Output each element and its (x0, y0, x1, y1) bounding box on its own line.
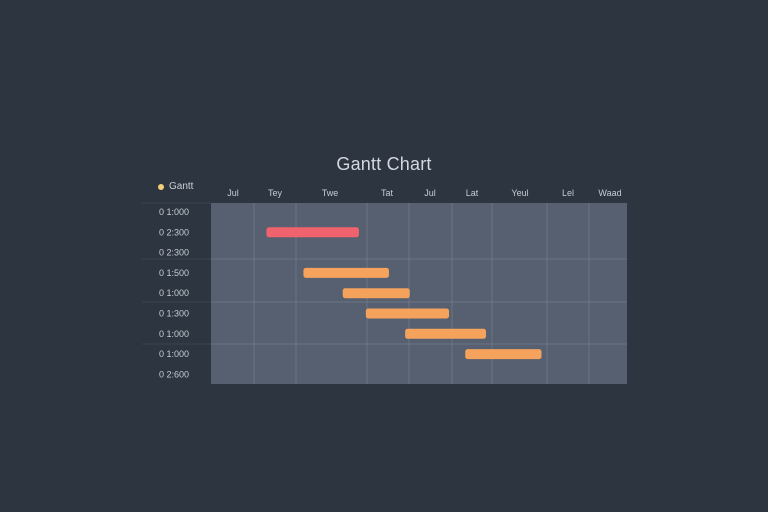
x-tick-label-8: Waad (598, 188, 621, 198)
row-label-4: 0 1:000 (159, 288, 189, 298)
row-label-1: 0 2:300 (159, 227, 189, 237)
x-tick-label-7: Lel (562, 188, 574, 198)
x-axis-ticks: Jul Tey Twe Tat Jul Lat Yeul Lel Waad (227, 188, 621, 198)
task-bar-2 (342, 288, 410, 299)
legend: Gantt (158, 181, 193, 192)
task-bar-3 (365, 308, 450, 319)
task-bar-5 (465, 349, 542, 360)
x-tick-label-2: Twe (322, 188, 339, 198)
legend-swatch (158, 183, 164, 190)
row-label-3: 0 1:500 (159, 268, 189, 278)
x-tick-label-4: Jul (424, 188, 436, 198)
row-label-2: 0 2:300 (159, 248, 189, 258)
row-label-5: 0 1:300 (159, 309, 189, 319)
x-tick-label-3: Tat (381, 188, 394, 198)
row-label-6: 0 1:000 (159, 329, 189, 339)
row-label-0: 0 1:000 (159, 207, 189, 217)
x-tick-label-5: Lat (466, 188, 479, 198)
row-labels: 0 1:000 0 2:300 0 2:300 0 1:500 0 1:000 0 1:3… (159, 207, 189, 379)
chart-title: Gantt Chart (336, 154, 432, 174)
task-bars (266, 227, 542, 360)
row-label-8: 0 2:600 (159, 369, 189, 379)
x-tick-label-1: Tey (268, 188, 283, 198)
legend-label: Gantt (169, 181, 194, 192)
task-bar-1 (303, 267, 389, 278)
x-tick-label-6: Yeul (511, 188, 528, 198)
task-bar-0 (266, 227, 359, 238)
row-label-7: 0 1:000 (159, 349, 189, 359)
task-bar-4 (405, 328, 487, 339)
x-tick-label-0: Jul (227, 188, 239, 198)
